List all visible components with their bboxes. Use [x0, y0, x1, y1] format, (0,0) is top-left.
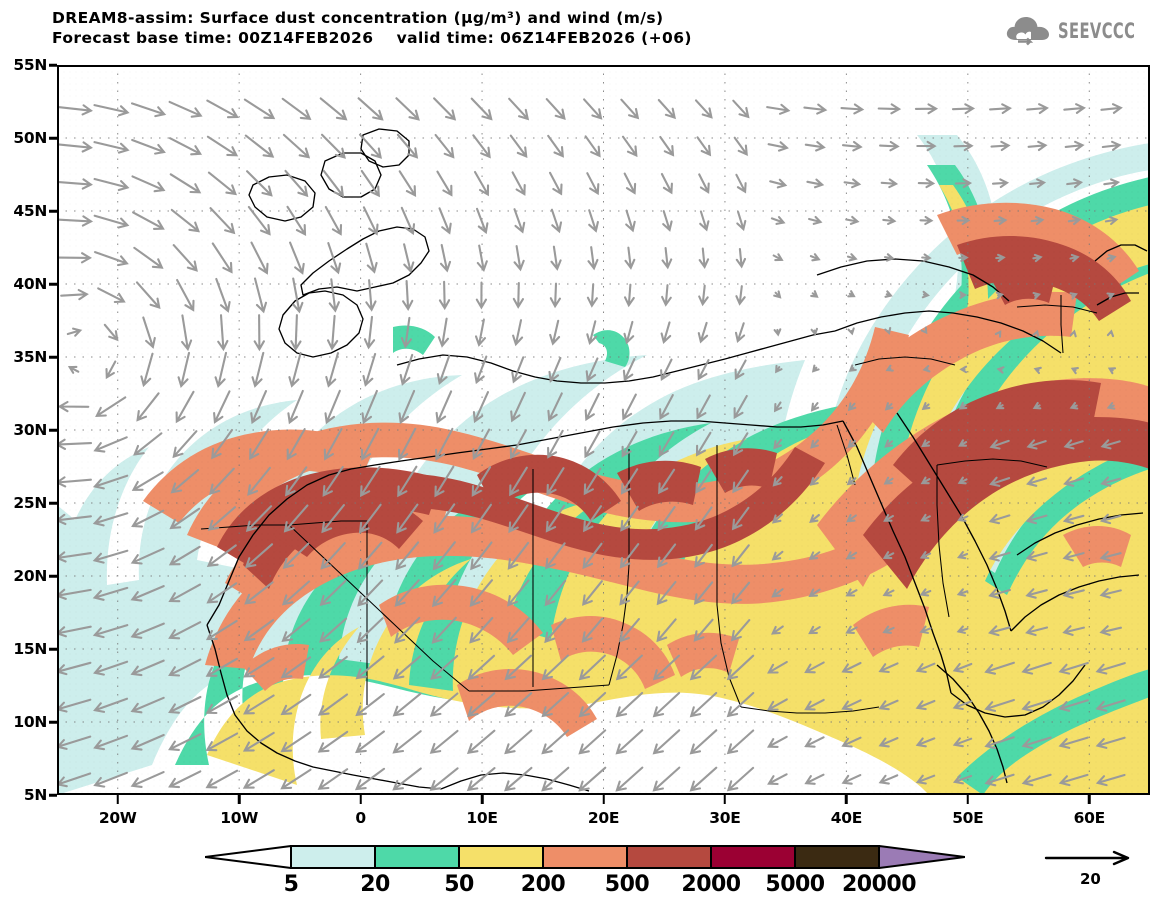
plot-frame	[57, 65, 1150, 795]
latitude-axis: 55N50N45N40N35N30N25N20N15N10N5N	[0, 65, 57, 795]
lon-tick-mark	[481, 795, 484, 804]
colorbar-tick-label: 20000	[842, 872, 916, 897]
longitude-axis: 20W 10W 0 10E 20E 30E 40E 50E 60E	[57, 795, 1150, 835]
colorbar-tick-label: 5000	[765, 872, 824, 897]
lat-tick-label: 35N	[13, 348, 47, 366]
colorbar-over-cap	[879, 846, 965, 868]
lat-tick-mark	[49, 502, 57, 505]
colorbar-band[interactable]	[543, 846, 627, 868]
colorbar-tick-label: 500	[605, 872, 649, 897]
lon-tick-label: 20E	[588, 809, 619, 827]
cloud-icon	[1004, 12, 1052, 50]
lon-tick-mark	[724, 795, 727, 804]
colorbar-area: 5 20 50 200 500 2000 5000 20000 20	[0, 840, 1165, 907]
title-line-2: Forecast base time: 00Z14FEB2026 valid t…	[52, 28, 692, 48]
lat-tick-mark	[49, 137, 57, 140]
lon-tick-label: 60E	[1074, 809, 1105, 827]
lon-tick-mark	[359, 795, 362, 804]
wind-reference-vector: 20	[1040, 850, 1150, 895]
wind-reference-label: 20	[1080, 870, 1101, 888]
colorbar-under-cap	[205, 846, 291, 868]
colorbar-band[interactable]	[375, 846, 459, 868]
lat-tick-mark	[49, 721, 57, 724]
lon-tick-mark	[238, 795, 241, 804]
lat-tick-label: 50N	[13, 129, 47, 147]
lon-tick-mark	[1088, 795, 1091, 804]
lat-tick-label: 20N	[13, 567, 47, 585]
lat-tick-mark	[49, 356, 57, 359]
lat-tick-label: 15N	[13, 640, 47, 658]
colorbar-tick-label: 20	[360, 872, 390, 897]
colorbar[interactable]	[205, 842, 965, 874]
colorbar-tick-label: 2000	[681, 872, 740, 897]
title-block: DREAM8-assim: Surface dust concentration…	[52, 8, 692, 48]
title-line-1: DREAM8-assim: Surface dust concentration…	[52, 8, 692, 28]
lat-tick-mark	[49, 794, 57, 797]
lon-tick-mark	[845, 795, 848, 804]
lat-tick-mark	[49, 210, 57, 213]
colorbar-tick-label: 50	[444, 872, 474, 897]
colorbar-band[interactable]	[711, 846, 795, 868]
lat-tick-mark	[49, 283, 57, 286]
lat-tick-label: 25N	[13, 494, 47, 512]
colorbar-band[interactable]	[291, 846, 375, 868]
lon-tick-label: 20W	[99, 809, 137, 827]
lat-tick-label: 10N	[13, 713, 47, 731]
logo-text: SEEVCCC	[1058, 19, 1135, 43]
lon-tick-label: 10E	[466, 809, 497, 827]
colorbar-band[interactable]	[795, 846, 879, 868]
lon-tick-label: 40E	[831, 809, 862, 827]
colorbar-tick-label: 200	[521, 872, 565, 897]
lon-tick-mark	[602, 795, 605, 804]
lon-tick-label: 0	[355, 809, 366, 827]
colorbar-tick-label: 5	[284, 872, 299, 897]
lon-tick-label: 30E	[709, 809, 740, 827]
lat-tick-mark	[49, 64, 57, 67]
seevccc-logo: SEEVCCC	[1004, 12, 1157, 50]
lat-tick-label: 30N	[13, 421, 47, 439]
lon-tick-label: 10W	[220, 809, 258, 827]
colorbar-band[interactable]	[459, 846, 543, 868]
lat-tick-label: 5N	[24, 786, 47, 804]
lat-tick-mark	[49, 429, 57, 432]
lat-tick-label: 40N	[13, 275, 47, 293]
lon-tick-mark	[116, 795, 119, 804]
map-plot-area[interactable]	[57, 65, 1150, 795]
colorbar-band[interactable]	[627, 846, 711, 868]
lat-tick-mark	[49, 575, 57, 578]
lon-tick-mark	[967, 795, 970, 804]
lat-tick-mark	[49, 648, 57, 651]
lat-tick-label: 55N	[13, 56, 47, 74]
lon-tick-label: 50E	[952, 809, 983, 827]
lat-tick-label: 45N	[13, 202, 47, 220]
